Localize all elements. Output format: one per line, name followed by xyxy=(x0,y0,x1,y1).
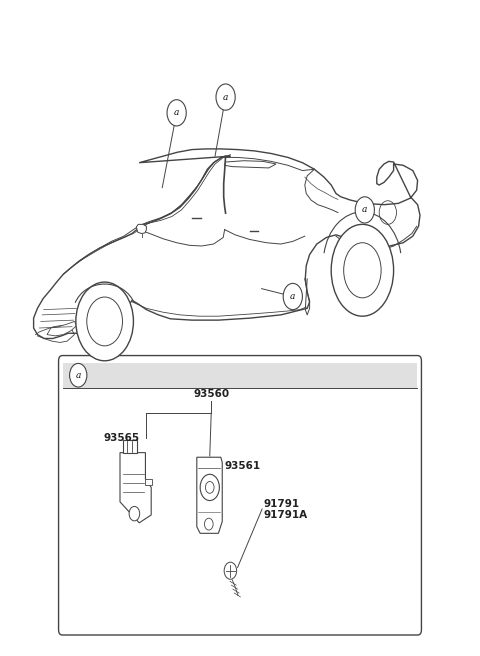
Circle shape xyxy=(355,197,374,223)
Text: a: a xyxy=(290,292,296,301)
Ellipse shape xyxy=(331,224,394,316)
Text: a: a xyxy=(174,108,180,117)
Polygon shape xyxy=(225,161,276,168)
Bar xyxy=(63,363,417,388)
Polygon shape xyxy=(145,479,152,485)
Polygon shape xyxy=(34,149,420,338)
FancyBboxPatch shape xyxy=(59,356,421,635)
Circle shape xyxy=(204,518,213,530)
Circle shape xyxy=(70,363,87,387)
Text: a: a xyxy=(362,205,368,215)
Polygon shape xyxy=(120,453,151,523)
Text: 93565: 93565 xyxy=(103,433,139,443)
Polygon shape xyxy=(47,321,77,336)
Text: 93561: 93561 xyxy=(225,461,261,471)
Circle shape xyxy=(200,474,219,501)
Polygon shape xyxy=(136,224,146,234)
Circle shape xyxy=(167,100,186,126)
Polygon shape xyxy=(197,457,222,533)
Text: 91791: 91791 xyxy=(263,499,299,509)
Circle shape xyxy=(129,506,140,521)
Text: a: a xyxy=(75,371,81,380)
Text: 93560: 93560 xyxy=(193,388,229,399)
Circle shape xyxy=(283,283,302,310)
Text: a: a xyxy=(223,92,228,102)
Circle shape xyxy=(76,282,133,361)
Circle shape xyxy=(216,84,235,110)
Circle shape xyxy=(224,562,237,579)
Text: 91791A: 91791A xyxy=(263,510,307,520)
Polygon shape xyxy=(123,440,137,453)
